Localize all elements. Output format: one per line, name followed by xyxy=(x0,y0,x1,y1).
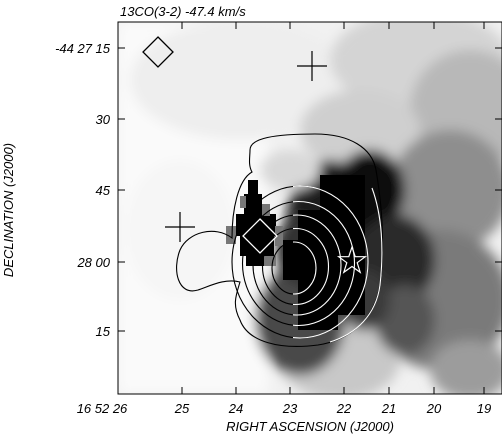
x-tick-label: 25 xyxy=(174,401,190,416)
y-axis-label: DECLINATION (J2000) xyxy=(1,143,16,277)
y-tick-label: 15 xyxy=(96,324,111,339)
x-tick-label: 20 xyxy=(426,401,442,416)
y-tick-label: 45 xyxy=(96,183,111,198)
x-tick-label: 21 xyxy=(381,401,396,416)
x-tick-label: 22 xyxy=(336,401,352,416)
axes: 16 52 26 25 24 23 22 21 20 19 -44 27 15 30 45 28 00… xyxy=(55,22,502,416)
marker-layer xyxy=(142,36,368,274)
contour-layer xyxy=(176,133,384,347)
contour-ring-white xyxy=(293,214,342,316)
contour-outer-white xyxy=(329,187,383,343)
diamond-marker xyxy=(242,218,278,254)
x-tick-label: 24 xyxy=(228,401,243,416)
contour-ring-white xyxy=(293,185,369,339)
plot-frame xyxy=(117,21,502,395)
y-tick-label: 30 xyxy=(96,112,111,127)
greyscale-image xyxy=(118,22,502,394)
contour-outer xyxy=(176,133,384,347)
contour-ring-white xyxy=(293,241,317,295)
contour-ring-white xyxy=(293,227,330,306)
y-tick-label: 28 00 xyxy=(76,255,110,270)
contour-ring-white xyxy=(293,200,356,327)
plus-marker xyxy=(297,51,327,81)
plus-marker xyxy=(165,212,195,242)
x-axis-label: RIGHT ASCENSION (J2000) xyxy=(226,419,394,434)
chart-title: 13CO(3-2) -47.4 km/s xyxy=(120,4,246,19)
x-tick-label: 19 xyxy=(477,401,491,416)
y-tick-label: -44 27 15 xyxy=(55,41,111,56)
star-marker xyxy=(336,245,368,274)
diamond-marker xyxy=(142,36,174,68)
x-tick-label: 16 52 26 xyxy=(77,401,128,416)
x-tick-label: 23 xyxy=(282,401,298,416)
